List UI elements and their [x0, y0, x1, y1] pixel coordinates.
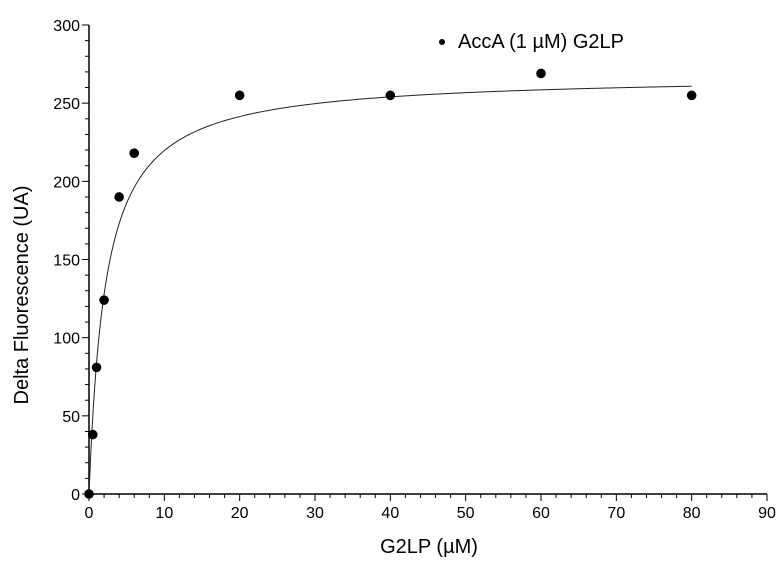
y-tick-label: 150: [53, 253, 80, 270]
data-point: [686, 90, 697, 101]
data-point: [87, 429, 98, 440]
x-tick-label: 40: [381, 505, 399, 522]
x-tick-label: 50: [457, 505, 475, 522]
y-tick-label: 50: [62, 409, 80, 426]
data-point: [91, 362, 102, 373]
fit-curve: [88, 85, 692, 495]
x-tick-label: 60: [532, 505, 550, 522]
y-tick-label: 200: [53, 174, 80, 191]
data-point: [114, 192, 124, 202]
ticks-group: 0 10 20 30 40 50 60 70 80 90 0 50 100 150 200 250 300: [53, 18, 776, 522]
x-tick-label: 0: [85, 505, 94, 522]
y-tick-label: 0: [71, 487, 80, 504]
legend: AccA (1 µM) G2LP: [439, 31, 624, 53]
data-point: [99, 295, 109, 305]
data-point: [129, 148, 139, 158]
x-tick-label: 80: [683, 505, 701, 522]
x-tick-label: 70: [607, 505, 625, 522]
x-tick-label: 90: [758, 505, 776, 522]
data-point: [385, 90, 396, 101]
legend-marker: [439, 39, 445, 45]
x-axis-title: G2LP (µM): [380, 536, 478, 558]
legend-label: AccA (1 µM) G2LP: [458, 31, 624, 53]
y-tick-label: 300: [53, 18, 80, 35]
y-tick-label: 100: [53, 331, 80, 348]
data-point: [536, 68, 546, 79]
data-point: [84, 489, 94, 499]
axes-group: [88, 25, 767, 495]
y-axis-title: Delta Fluorescence (UA): [11, 186, 33, 405]
data-point: [234, 90, 245, 101]
y-tick-label: 250: [53, 96, 80, 113]
x-tick-label: 30: [306, 505, 324, 522]
x-tick-label: 20: [231, 505, 249, 522]
data-points-group: [84, 68, 697, 499]
x-tick-label: 10: [155, 505, 173, 522]
